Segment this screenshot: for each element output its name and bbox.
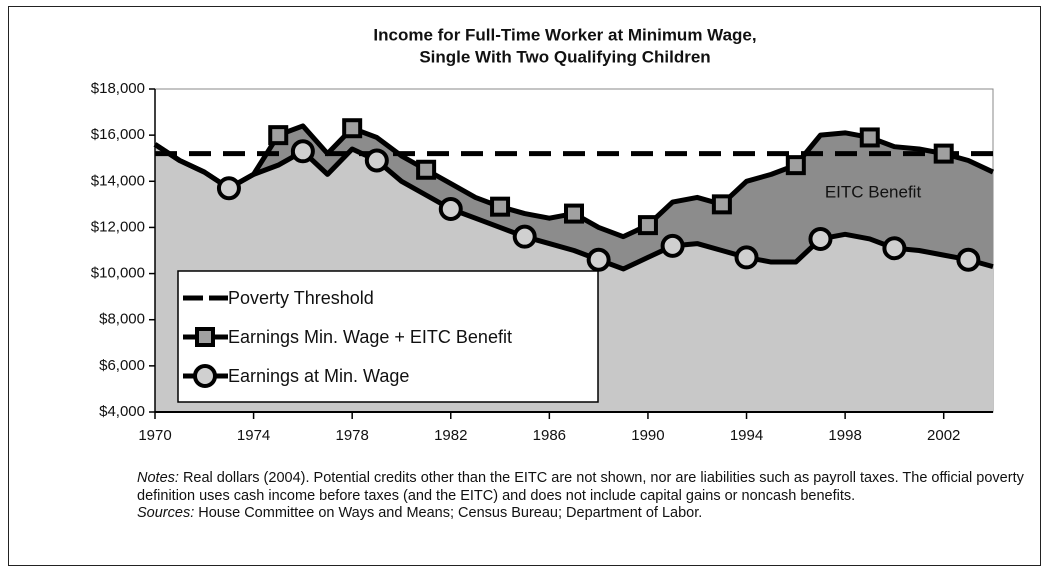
y-tick-label: $10,000 bbox=[91, 265, 145, 282]
marker bbox=[808, 226, 833, 251]
legend-box bbox=[177, 270, 599, 403]
notes: Notes: Real dollars (2004). Potential cr… bbox=[137, 470, 1037, 523]
notes-text: Real dollars (2004). Potential credits o… bbox=[137, 470, 1024, 504]
x-tick-label: 2002 bbox=[927, 427, 960, 444]
y-tick-label: $12,000 bbox=[91, 218, 145, 235]
legend-label: Earnings at Min. Wage bbox=[228, 366, 409, 386]
x-tick-label: 1970 bbox=[138, 427, 171, 444]
marker bbox=[933, 143, 954, 164]
marker bbox=[734, 245, 759, 270]
y-tick-label: $6,000 bbox=[99, 357, 145, 374]
marker bbox=[268, 125, 289, 146]
marker bbox=[637, 215, 658, 236]
y-tick-label: $8,000 bbox=[99, 311, 145, 328]
marker bbox=[342, 118, 363, 139]
sources-label: Sources: bbox=[137, 505, 195, 521]
y-tick-label: $16,000 bbox=[91, 126, 145, 143]
chart-title: Income for Full-Time Worker at Minimum W… bbox=[373, 25, 756, 44]
marker bbox=[882, 236, 907, 261]
marker bbox=[711, 194, 732, 215]
notes-label: Notes: bbox=[137, 470, 179, 486]
marker bbox=[364, 148, 389, 173]
marker bbox=[564, 203, 584, 224]
notes-line: Notes: Real dollars (2004). Potential cr… bbox=[137, 470, 1037, 505]
marker bbox=[512, 224, 537, 249]
marker bbox=[490, 196, 511, 217]
x-tick-label: 1998 bbox=[828, 427, 861, 444]
x-tick-label: 1974 bbox=[237, 427, 270, 444]
y-tick-label: $4,000 bbox=[99, 403, 145, 420]
marker bbox=[956, 247, 981, 272]
marker bbox=[859, 127, 880, 148]
marker bbox=[195, 327, 215, 347]
marker bbox=[216, 176, 241, 201]
marker bbox=[785, 155, 806, 176]
marker bbox=[193, 364, 217, 388]
x-tick-label: 1982 bbox=[434, 427, 467, 444]
marker bbox=[438, 196, 463, 221]
marker bbox=[416, 159, 437, 180]
x-tick-label: 1986 bbox=[533, 427, 566, 444]
sources-text: House Committee on Ways and Means; Censu… bbox=[198, 505, 703, 521]
x-tick-label: 1994 bbox=[730, 427, 763, 444]
x-tick-label: 1978 bbox=[335, 427, 368, 444]
chart-title: Single With Two Qualifying Children bbox=[419, 47, 710, 66]
y-tick-label: $14,000 bbox=[91, 172, 145, 189]
marker bbox=[660, 233, 685, 258]
x-tick-label: 1990 bbox=[631, 427, 664, 444]
marker bbox=[290, 139, 315, 164]
legend-label: Poverty Threshold bbox=[228, 288, 374, 308]
sources-line: Sources: House Committee on Ways and Mea… bbox=[137, 505, 1037, 523]
marker bbox=[586, 247, 611, 272]
legend-label: Earnings Min. Wage + EITC Benefit bbox=[228, 327, 512, 347]
y-tick-label: $18,000 bbox=[91, 80, 145, 97]
annotation: EITC Benefit bbox=[825, 182, 922, 201]
